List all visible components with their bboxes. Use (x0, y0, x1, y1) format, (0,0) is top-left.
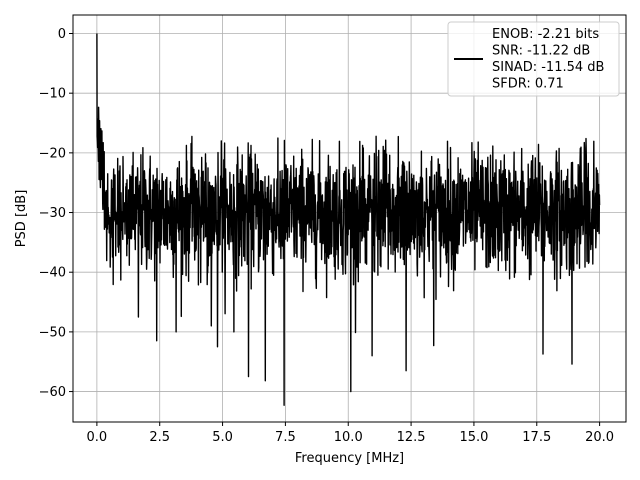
plot-area-frame (72, 14, 627, 423)
x-tick-label: 0.0 (87, 430, 108, 445)
y-tick-label: −30 (39, 206, 66, 221)
x-tick-label: 2.5 (149, 430, 170, 445)
y-tick-label: −50 (39, 325, 66, 340)
axis-ticks: 0.0 2.5 5.0 7.5 10.0 12.5 15.0 17.5 20.0 0 −10 −20 −… (39, 27, 615, 445)
y-tick-label: −40 (39, 266, 66, 281)
y-tick-label: −10 (39, 87, 66, 102)
y-axis-label: PSD [dB] (14, 190, 29, 248)
x-tick-label: 17.5 (522, 430, 551, 445)
x-axis-label: Frequency [MHz] (295, 451, 404, 466)
x-tick-label: 20.0 (585, 430, 614, 445)
x-tick-label: 10.0 (334, 430, 363, 445)
x-tick-label: 7.5 (275, 430, 296, 445)
psd-series-line (96, 33, 601, 406)
legend-sinad: SINAD: -11.54 dB (492, 60, 604, 75)
y-tick-label: −20 (39, 146, 66, 161)
legend-snr: SNR: -11.22 dB (492, 44, 590, 59)
legend: ENOB: -2.21 bits SNR: -11.22 dB SINAD: -… (447, 21, 620, 97)
y-tick-label: 0 (58, 27, 66, 42)
y-tick-label: −60 (39, 385, 66, 400)
x-tick-label: 15.0 (459, 430, 488, 445)
x-tick-label: 12.5 (397, 430, 426, 445)
psd-series (96, 33, 601, 406)
legend-enob: ENOB: -2.21 bits (492, 27, 599, 42)
x-tick-label: 5.0 (212, 430, 233, 445)
legend-sfdr: SFDR: 0.71 (492, 77, 564, 92)
legend-box (447, 21, 620, 97)
